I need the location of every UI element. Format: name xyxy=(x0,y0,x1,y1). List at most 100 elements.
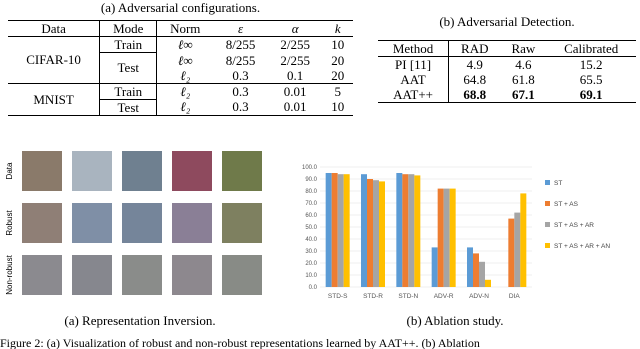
table-cell: 4.6 xyxy=(515,57,532,72)
table-cell: PI [11] xyxy=(378,56,450,72)
y-tick-label: 30.0 xyxy=(305,249,317,255)
x-tick-label: DIA xyxy=(509,293,521,300)
thumbnail xyxy=(122,151,162,191)
table-cell: ℓ₂ xyxy=(180,83,191,99)
y-tick-label: 10.0 xyxy=(305,273,317,279)
x-tick-label: STD-R xyxy=(363,293,383,300)
bar xyxy=(467,247,473,287)
bar xyxy=(473,253,479,287)
table-row: CIFAR-10 Train ℓ∞ 8/255 2/255 10 xyxy=(8,36,353,83)
header-cell: α xyxy=(267,20,323,37)
table-cell: 69.1 xyxy=(579,87,603,102)
table-cell: 15.2 xyxy=(579,57,603,72)
bar xyxy=(379,181,385,287)
table-row: AAT 64.8 61.8 65.5 xyxy=(378,72,636,87)
header-cell: k xyxy=(322,20,353,37)
y-tick-label: 40.0 xyxy=(305,237,317,243)
y-tick-label: 60.0 xyxy=(305,213,317,219)
thumbnail xyxy=(122,255,162,295)
legend-label: ST + AS xyxy=(554,201,579,208)
thumbnail xyxy=(72,203,112,243)
header-row: Data Mode Norm ε α k xyxy=(8,20,353,37)
thumbnail xyxy=(22,151,62,191)
y-tick-label: 50.0 xyxy=(305,225,317,231)
header-row: Method RAD Raw Calibrated xyxy=(378,40,636,57)
y-tick-label: 100.0 xyxy=(302,165,318,171)
table-cell: 8/255 xyxy=(225,37,256,53)
bar xyxy=(337,174,344,287)
bar xyxy=(414,175,421,287)
y-tick-label: 80.0 xyxy=(305,189,317,195)
thumbnail xyxy=(172,255,212,295)
bar xyxy=(479,261,485,287)
bar xyxy=(443,188,450,287)
thumbnail xyxy=(172,151,212,191)
bar xyxy=(520,193,527,287)
table-cell: 2/255 xyxy=(280,52,310,68)
thumbnails xyxy=(22,151,262,295)
header-cell: ε xyxy=(213,20,268,37)
table-cell: 67.1 xyxy=(512,87,535,102)
mode-cell: Train xyxy=(99,83,158,100)
mode-cell: Test xyxy=(99,99,158,116)
table-cell: 0.1 xyxy=(287,67,304,83)
header-cell: Raw xyxy=(500,40,547,57)
mode-cell: Train xyxy=(99,36,158,53)
caption: (a) Representation Inversion. xyxy=(64,313,216,328)
table-row: AAT++ 68.8 67.1 69.1 xyxy=(378,87,636,103)
header-cell: Mode xyxy=(99,20,158,37)
bar xyxy=(408,174,415,287)
thumbnail xyxy=(22,255,62,295)
header-cell: Norm xyxy=(156,20,214,37)
table-title: (b) Adversarial Detection. xyxy=(439,14,575,29)
data-cell: CIFAR-10 xyxy=(8,36,101,83)
config-table: Data Mode Norm ε α k CIFAR-10 Train ℓ∞ 8/255 2/255… xyxy=(8,20,353,116)
table-cell: AAT++ xyxy=(378,87,450,103)
table-cell: 0.01 xyxy=(283,83,307,99)
table-cell: ℓ₂ xyxy=(180,99,191,115)
row-label: Data xyxy=(5,162,14,179)
bar xyxy=(431,247,438,287)
table-row: Test ℓ₂ 0.3 0.01 10 xyxy=(8,99,353,116)
data-cell: MNIST xyxy=(8,83,101,115)
table-cell: 10 xyxy=(331,37,345,53)
table-cell: 2/255 xyxy=(280,37,310,53)
y-tick-label: 20.0 xyxy=(305,261,317,267)
bar xyxy=(437,188,444,287)
y-tick-label: 0.0 xyxy=(309,285,318,291)
x-tick-label: ADV-N xyxy=(469,293,489,300)
table-cell: 65.5 xyxy=(579,72,603,87)
table-cell: 0.3 xyxy=(232,83,249,99)
bar xyxy=(331,173,338,287)
thumbnail xyxy=(22,203,62,243)
row-label: Robust xyxy=(5,210,14,236)
table-cell: 5 xyxy=(334,83,341,99)
chart: 0.0 10.0 20.0 30.0 40.0 50.0 60.0 70.0 80.0 90.0 1… xyxy=(302,165,610,300)
table-row: ℓ₂ 0.3 0.1 20 xyxy=(8,68,353,84)
x-tick-label: ADV-R xyxy=(434,293,454,300)
bar xyxy=(373,180,379,287)
bar xyxy=(485,279,491,287)
legend-label: ST + AS + AR + AN xyxy=(554,243,610,250)
header-cell: Method xyxy=(378,40,450,57)
legend-swatch xyxy=(545,201,550,206)
y-tick-label: 70.0 xyxy=(305,201,317,207)
figure-caption: Figure 2: (a) Visualization of robust an… xyxy=(0,336,480,349)
bar xyxy=(325,173,332,287)
table-cell: AAT xyxy=(378,72,450,87)
table-row: Test ℓ∞ 8/255 2/255 20 xyxy=(8,52,353,84)
table-cell: ℓ₂ xyxy=(180,67,191,83)
thumbnail xyxy=(222,151,262,191)
x-tick-label: STD-S xyxy=(328,293,348,300)
row-label: Non-robust xyxy=(5,254,14,294)
bar xyxy=(367,179,373,287)
table-title: (a) Adversarial configurations. xyxy=(100,0,261,15)
x-tick-label: STD-N xyxy=(398,293,418,300)
table-cell: 68.8 xyxy=(463,87,487,102)
table-row: MNIST Train ℓ₂ 0.3 0.01 5 xyxy=(8,83,353,115)
table-cell: 20 xyxy=(331,67,345,83)
header-cell: Calibrated xyxy=(546,40,636,57)
header-cell: Data xyxy=(8,20,101,37)
table-cell: 61.8 xyxy=(512,72,535,87)
